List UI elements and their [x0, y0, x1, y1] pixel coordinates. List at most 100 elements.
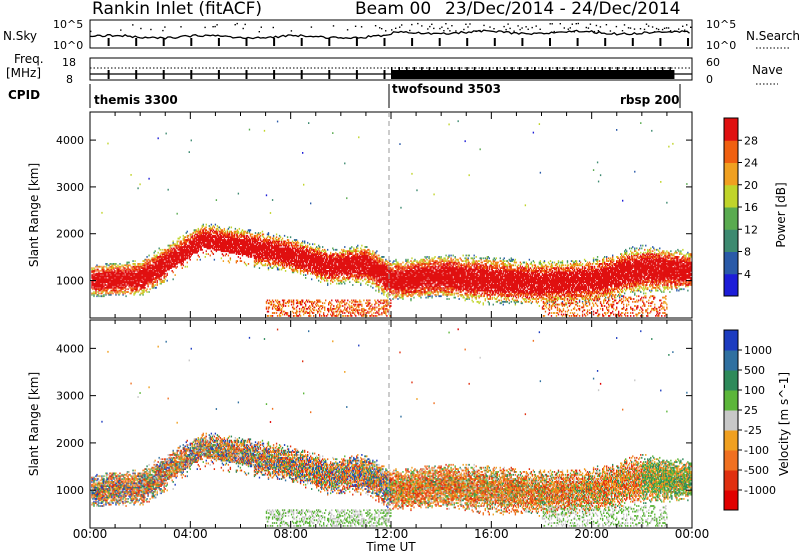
nsearch-point	[554, 31, 555, 32]
scatter-cell	[94, 269, 95, 271]
nsky-drop	[356, 38, 358, 46]
freq-marker	[246, 70, 248, 79]
freq-tick	[504, 67, 506, 70]
nsky-drop	[604, 38, 606, 46]
nsearch-point	[646, 24, 647, 25]
scatter-cell	[98, 270, 99, 272]
beam-label: Beam 00	[355, 0, 431, 19]
nsearch-point	[164, 26, 165, 27]
scatter-cell	[130, 174, 131, 176]
scatter-cell	[173, 278, 174, 280]
nsearch-point	[630, 27, 631, 28]
scatter-cell	[137, 187, 138, 189]
scatter-cell	[181, 241, 182, 243]
freq-tick	[399, 67, 401, 70]
nsearch-label: N.Search	[746, 29, 800, 43]
freq-tick	[624, 67, 626, 70]
scatter-cell	[146, 288, 147, 290]
freq-trace	[90, 67, 692, 79]
nsearch-point	[463, 29, 464, 30]
nsearch-point	[644, 29, 645, 30]
nsearch-point	[572, 24, 573, 25]
nsky-drop	[190, 38, 192, 46]
nsearch-point	[411, 24, 412, 25]
nsky-drop	[135, 38, 137, 46]
nsearch-point	[441, 27, 442, 28]
nsearch-point	[525, 26, 526, 27]
scatter-cell	[115, 263, 116, 265]
scatter-cell	[144, 287, 145, 289]
nsearch-point	[528, 29, 529, 30]
nave-tick-top: 60	[706, 56, 720, 69]
nsearch-point	[431, 24, 432, 25]
freq-tick	[511, 67, 513, 70]
nsearch-point	[564, 27, 565, 28]
nsearch-point	[656, 28, 657, 29]
nsearch-point	[421, 25, 422, 26]
nsearch-point	[616, 26, 617, 27]
nsearch-point	[355, 26, 356, 27]
scatter-cell	[155, 250, 156, 252]
power-heatmap	[91, 120, 691, 316]
nsearch-point	[417, 23, 418, 24]
nsearch-point	[678, 28, 679, 29]
scatter-cell	[98, 293, 99, 295]
nsearch-point	[586, 27, 587, 28]
freq-marker	[328, 70, 330, 79]
freq-tick	[669, 67, 671, 70]
scatter-cell	[139, 183, 140, 185]
freq-tick	[609, 67, 611, 70]
nsky-label: N.Sky	[3, 29, 37, 43]
nsearch-point	[574, 31, 575, 32]
freq-dense-block	[391, 70, 674, 79]
scatter-cell	[165, 278, 166, 280]
scatter-cell	[156, 287, 157, 289]
nsearch-point	[666, 27, 667, 28]
freq-tick	[459, 67, 461, 70]
nsearch-point	[684, 30, 685, 31]
nsearch-point	[493, 28, 494, 29]
nsearch-point	[503, 26, 504, 27]
scatter-cell	[113, 267, 114, 269]
scatter-cell	[157, 280, 158, 282]
nsearch-tick-top: 10^5	[706, 18, 736, 31]
nave-tick-bottom: 0	[706, 73, 713, 86]
nsky-drop	[466, 38, 468, 46]
scatter-cell	[127, 291, 128, 293]
freq-tick	[587, 67, 589, 70]
nsearch-point	[532, 27, 533, 28]
nsky-drop	[659, 38, 661, 46]
scatter-cell	[165, 273, 166, 275]
scatter-cell	[175, 274, 176, 276]
nsearch-point	[658, 29, 659, 30]
freq-tick	[444, 67, 446, 70]
freq-tick	[489, 67, 491, 70]
nsearch-point	[479, 30, 480, 31]
nsearch-point	[381, 28, 382, 29]
nsearch-point	[654, 31, 655, 32]
nsky-line	[90, 30, 690, 39]
scatter-cell	[98, 295, 99, 297]
freq-tick	[391, 67, 393, 70]
nsky-drop	[301, 38, 303, 46]
nsearch-point	[132, 24, 133, 25]
nsearch-point	[291, 30, 292, 31]
nsky-drop	[273, 38, 275, 46]
cpid-segment-rbsp: rbsp 200	[620, 93, 679, 107]
freq-tick	[654, 67, 656, 70]
scatter-cell	[114, 270, 115, 272]
nsky-drop	[687, 38, 689, 46]
nsearch-point	[521, 27, 522, 28]
nsearch-point	[517, 25, 518, 26]
scatter-cell	[112, 293, 113, 295]
scatter-cell	[168, 189, 169, 191]
scatter-cell	[158, 252, 159, 254]
nsearch-point	[273, 27, 274, 28]
nsearch-point	[150, 29, 151, 30]
nsearch-point	[379, 27, 380, 28]
freq-tick-top: 18	[62, 56, 76, 69]
nsearch-point	[212, 26, 213, 27]
nsearch-point	[590, 24, 591, 25]
scatter-cell	[182, 267, 183, 269]
nsearch-point	[489, 26, 490, 27]
